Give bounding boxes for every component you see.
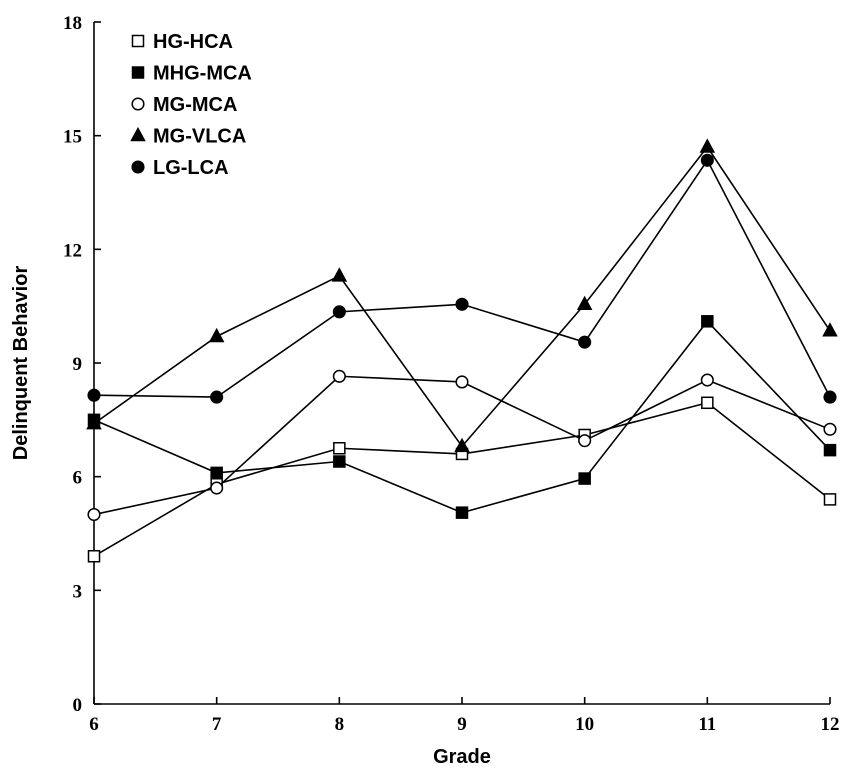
data-point bbox=[332, 305, 346, 319]
x-tick-label: 7 bbox=[212, 714, 222, 735]
data-point bbox=[87, 508, 101, 522]
data-point bbox=[455, 506, 469, 519]
y-ticks: 0 3 6 9 12 15 18 bbox=[63, 13, 101, 716]
data-point bbox=[87, 549, 101, 563]
series-hg-hca bbox=[87, 396, 837, 563]
data-point bbox=[333, 442, 346, 455]
y-tick-label: 15 bbox=[63, 127, 82, 148]
series-line bbox=[93, 401, 831, 557]
y-tick-label: 6 bbox=[73, 468, 83, 489]
data-point bbox=[210, 466, 223, 480]
legend-item: LG-LCA bbox=[131, 157, 229, 179]
data-point bbox=[86, 415, 102, 430]
series-mg-mca bbox=[87, 369, 837, 522]
data-point bbox=[823, 422, 837, 436]
data-point bbox=[699, 138, 716, 153]
data-point bbox=[822, 322, 838, 337]
data-point bbox=[210, 481, 224, 495]
series-layer bbox=[86, 138, 838, 563]
data-point bbox=[578, 434, 592, 448]
data-point bbox=[700, 373, 714, 387]
data-point bbox=[823, 390, 837, 404]
data-point bbox=[332, 369, 346, 383]
legend-label: LG-LCA bbox=[153, 157, 229, 179]
data-point bbox=[700, 153, 714, 167]
x-tick-label: 8 bbox=[335, 714, 345, 735]
data-point bbox=[701, 396, 714, 410]
legend: HG-HCA MHG-MCA MG-MCA MG-VLCA LG-LCA bbox=[130, 31, 252, 179]
data-point bbox=[823, 493, 837, 506]
x-tick-label: 9 bbox=[457, 714, 467, 735]
x-tick-label: 10 bbox=[575, 714, 594, 735]
y-tick-label: 3 bbox=[73, 581, 83, 602]
legend-marker bbox=[131, 97, 145, 111]
legend-label: MG-MCA bbox=[153, 94, 237, 116]
series-line bbox=[93, 320, 831, 514]
legend-item: HG-HCA bbox=[131, 31, 233, 53]
data-point bbox=[701, 315, 714, 328]
data-point bbox=[333, 455, 346, 468]
y-tick-label: 0 bbox=[73, 695, 83, 716]
legend-marker bbox=[131, 66, 145, 79]
data-point bbox=[823, 443, 837, 457]
legend-marker bbox=[131, 160, 145, 174]
y-tick-label: 9 bbox=[73, 354, 83, 375]
series-line bbox=[93, 158, 831, 398]
y-tick-label: 12 bbox=[63, 240, 82, 261]
series-mg-vlca bbox=[86, 138, 838, 453]
legend-item: MG-VLCA bbox=[130, 126, 246, 148]
legend-item: MHG-MCA bbox=[131, 63, 252, 85]
legend-label: MG-VLCA bbox=[153, 126, 246, 148]
x-tick-label: 6 bbox=[89, 714, 99, 735]
data-point bbox=[578, 335, 592, 349]
legend-label: MHG-MCA bbox=[153, 63, 252, 85]
data-point bbox=[210, 390, 224, 404]
x-tick-label: 12 bbox=[821, 714, 840, 735]
x-ticks: 6 7 8 9 10 11 12 bbox=[89, 697, 840, 735]
data-point bbox=[87, 388, 101, 402]
legend-marker bbox=[131, 34, 145, 48]
y-tick-label: 18 bbox=[63, 13, 82, 34]
series-line bbox=[93, 145, 831, 448]
x-tick-label: 11 bbox=[698, 714, 716, 735]
y-axis-title: Delinquent Behavior bbox=[10, 266, 32, 461]
data-point bbox=[208, 327, 225, 343]
data-point bbox=[578, 472, 591, 485]
legend-item: MG-MCA bbox=[131, 94, 237, 116]
data-point bbox=[576, 295, 593, 311]
series-mhg-mca bbox=[87, 315, 837, 519]
legend-label: HG-HCA bbox=[153, 31, 233, 53]
x-axis-title: Grade bbox=[433, 746, 491, 768]
data-point bbox=[455, 297, 469, 311]
data-point bbox=[455, 375, 469, 389]
data-point bbox=[331, 267, 348, 282]
data-point bbox=[454, 437, 470, 453]
axes bbox=[93, 22, 830, 705]
legend-marker bbox=[130, 126, 146, 142]
series-lg-lca bbox=[87, 153, 837, 404]
